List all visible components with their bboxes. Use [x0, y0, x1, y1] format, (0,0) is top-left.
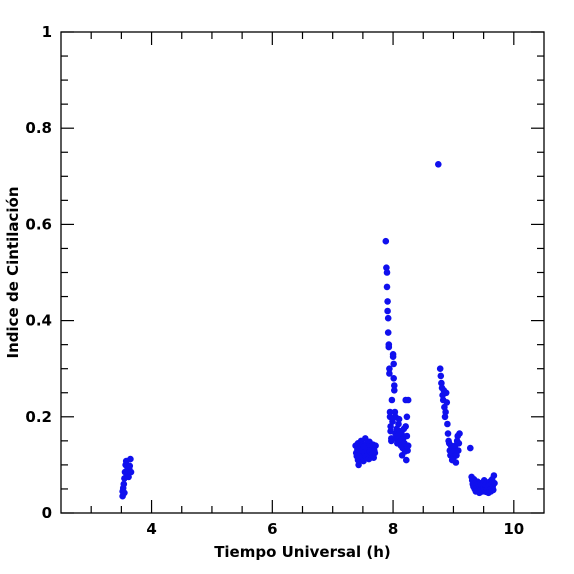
data-point [395, 415, 403, 423]
data-point [121, 489, 128, 497]
x-tick-label: 8 [388, 520, 398, 538]
data-point [391, 382, 398, 389]
data-point [402, 423, 410, 430]
x-tick-label: 4 [146, 520, 156, 538]
data-point [386, 408, 394, 416]
data-point [120, 480, 128, 488]
data-point [388, 396, 396, 404]
data-point [386, 370, 393, 377]
data-point [390, 375, 398, 382]
data-point [383, 283, 391, 291]
data-point [355, 461, 362, 469]
data-point [442, 389, 450, 397]
data-point [391, 408, 399, 416]
data-point [490, 472, 498, 479]
data-point [389, 418, 396, 425]
data-point [389, 353, 397, 361]
data-point [403, 432, 411, 440]
data-point [403, 456, 410, 464]
data-point [455, 440, 463, 447]
data-point [385, 343, 393, 351]
y-tick-label: 0 [42, 504, 52, 522]
x-tick-label: 10 [503, 520, 524, 538]
data-point [403, 413, 411, 421]
data-point [467, 444, 474, 452]
y-tick-label: 0.8 [25, 119, 52, 137]
data-point [372, 442, 379, 450]
data-points [119, 161, 498, 500]
data-point [383, 269, 391, 276]
data-point [444, 420, 451, 428]
y-tick-label: 1 [42, 23, 52, 41]
data-point [456, 430, 463, 437]
data-point [442, 408, 449, 416]
y-tick-label: 0.2 [25, 408, 52, 426]
data-point [390, 360, 398, 368]
data-point [384, 329, 392, 336]
x-axis-title: Tiempo Universal (h) [214, 543, 391, 561]
data-point [384, 307, 391, 315]
data-point [386, 365, 393, 373]
plot-frame [60, 31, 545, 514]
data-point [437, 372, 445, 380]
data-point [383, 264, 390, 272]
data-point [127, 468, 135, 476]
data-point [404, 447, 411, 454]
tick-labels: 4 6 8 10 0 0.2 0.4 0.6 0.8 1 [25, 23, 524, 538]
data-point [395, 420, 402, 428]
x-tick-label: 6 [267, 520, 277, 538]
y-tick-label: 0.6 [25, 215, 52, 233]
data-point [127, 455, 134, 463]
data-point [404, 442, 412, 450]
data-point [382, 237, 390, 245]
data-point [444, 430, 452, 437]
data-point [404, 396, 412, 404]
data-point [126, 462, 134, 470]
data-point [371, 449, 379, 457]
tick-marks [61, 31, 544, 514]
data-point [490, 486, 497, 494]
data-point [452, 459, 460, 466]
data-point [387, 427, 394, 435]
data-point [441, 413, 449, 421]
data-point [443, 399, 451, 406]
data-point [491, 479, 498, 487]
data-point [391, 387, 398, 394]
data-point [384, 298, 391, 305]
y-axis-title: Indice de Cintilación [4, 187, 22, 359]
data-point [360, 457, 367, 465]
y-tick-label: 0.4 [25, 312, 52, 330]
data-point [436, 365, 444, 373]
data-point [455, 447, 462, 454]
data-point [384, 314, 392, 322]
data-point [435, 161, 442, 168]
data-point [438, 379, 445, 387]
